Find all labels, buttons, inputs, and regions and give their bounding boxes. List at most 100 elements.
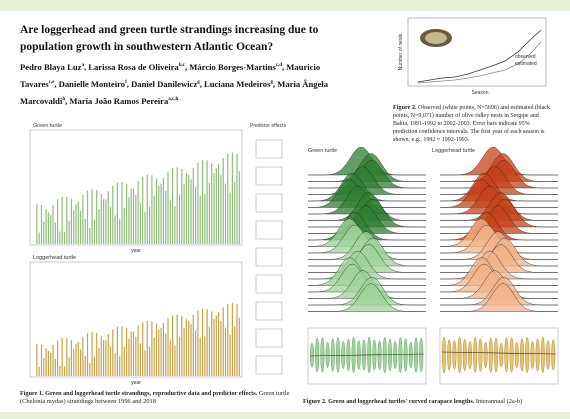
author-affiliation: b,c [178, 63, 185, 68]
decor-bar [63, 231, 66, 244]
author: Pedro Blaya Luza [20, 62, 84, 72]
author-name: Maria João Ramos Pereira [69, 95, 169, 106]
decor-bar [107, 333, 109, 376]
decor-bar [123, 347, 125, 376]
decor-violin [330, 338, 335, 372]
decor-bar [84, 219, 86, 244]
decor-box [255, 274, 283, 294]
decor-bar [139, 203, 141, 244]
decor-bar [126, 184, 128, 244]
decor-bar [61, 338, 63, 376]
caption-text: Observed (white points, N=5696) and esti… [393, 105, 550, 143]
decor-bar [130, 188, 132, 244]
decor-bar [142, 322, 144, 376]
caption-bold: Figure 1. Green and loggerhead turtle st… [20, 390, 258, 397]
decor-bar [96, 190, 98, 244]
decor-bar [165, 190, 167, 244]
decor-bar [135, 336, 137, 376]
decor-bar [146, 320, 148, 376]
decor-violin [478, 338, 483, 372]
panel-title: Loggerhead turtle [432, 148, 475, 154]
author-affiliation: g [270, 79, 273, 85]
panel-title: Green turtle [33, 123, 62, 129]
decor-bar [96, 332, 98, 376]
decor-bar [109, 206, 112, 244]
decor-bar [181, 168, 183, 244]
decor-bar [192, 314, 194, 376]
decor-bar [211, 311, 213, 376]
decor-bar [66, 196, 68, 244]
decor-violin [442, 336, 446, 374]
decor-bar [77, 201, 79, 244]
decor-bar [36, 203, 38, 244]
decor-bar [151, 321, 153, 376]
decor-bar [128, 338, 130, 376]
decor-violin [447, 339, 452, 371]
decor-bar [204, 336, 206, 376]
decor-bar [222, 307, 224, 376]
decor-box [255, 220, 283, 240]
decor-bar [160, 327, 162, 376]
decor-bar [100, 193, 102, 244]
decor-bar [229, 334, 231, 376]
decor-bar [114, 353, 116, 376]
decor-violin [514, 342, 519, 368]
decor-violin [452, 340, 457, 370]
decor-violin [488, 337, 493, 373]
decor-bar [213, 172, 215, 244]
decor-bar [149, 206, 151, 244]
turtle-shell [425, 32, 447, 44]
decor-bar [103, 340, 105, 376]
decor-bar [91, 189, 93, 244]
decor-bar [91, 332, 93, 376]
decor-bar [142, 176, 144, 244]
author-affiliation: a [81, 63, 84, 68]
decor-bar [146, 174, 148, 244]
author-name: Pedro Blaya Luz [20, 61, 82, 72]
x-axis-label: year [131, 248, 141, 254]
top-band [0, 0, 570, 11]
caption-text: Green turtle (Chelonia mydas) strandings… [20, 390, 290, 405]
decor-bar [185, 319, 187, 376]
decor-bar [155, 178, 158, 244]
caption-text: Interannual (2a-b) [475, 398, 523, 405]
decor-violin [499, 342, 504, 368]
decor-bar [82, 195, 84, 244]
inset-line [417, 41, 542, 84]
decor-bar [112, 185, 114, 244]
decor-violin [325, 342, 330, 368]
decor-bar [126, 328, 128, 376]
decor-violin [403, 338, 408, 372]
panel-title: Green turtle [308, 148, 337, 154]
decor-bar [229, 192, 231, 244]
decor-bar [224, 183, 227, 244]
decor-bar [121, 181, 123, 244]
author-affiliation: a,c,h [168, 96, 179, 102]
x-axis-label: Season [472, 90, 489, 96]
decor-bar [190, 179, 192, 244]
decor-bar [121, 326, 123, 376]
decor-bar [105, 340, 107, 376]
decor-bar [86, 333, 89, 376]
decor-bar [178, 194, 181, 244]
decor-bar [231, 302, 233, 376]
decor-bar [220, 320, 222, 376]
decor-bar [188, 320, 190, 376]
decor-bar [98, 208, 100, 244]
decor-bar [197, 162, 199, 244]
decor-ridge [308, 166, 426, 195]
decor-violin [509, 337, 514, 373]
author-name: Larissa Rosa de Oliveira [88, 61, 179, 72]
decor-box [255, 166, 283, 186]
decor-box [255, 193, 283, 213]
decor-bar [176, 167, 178, 244]
decor-bar [36, 343, 38, 376]
decor-bar [218, 312, 220, 376]
decor-violin [483, 341, 488, 369]
author: Mauricio Tavaresc,e [20, 62, 320, 89]
decor-bar [185, 173, 187, 244]
decor-bar [174, 206, 176, 244]
author: Danielle Monteirof [59, 79, 127, 89]
decor-bar [109, 346, 112, 376]
decor-bar [116, 182, 118, 244]
